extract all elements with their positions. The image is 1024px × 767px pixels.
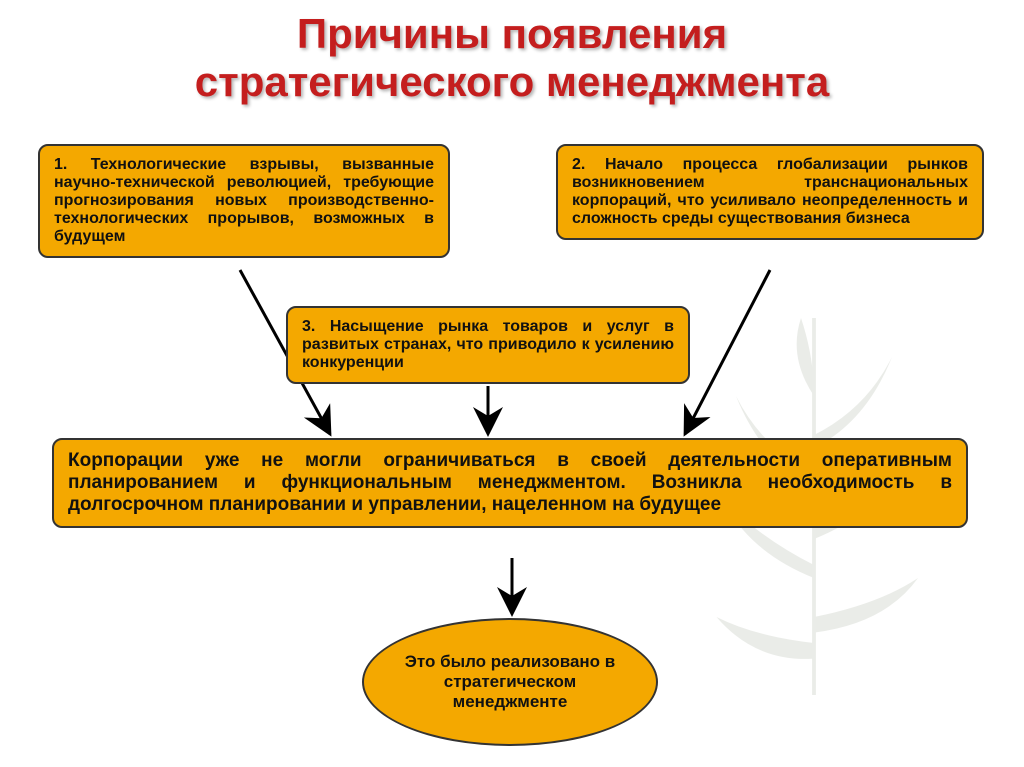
conclusion-text: Это было реализовано в стратегическом ме… [394, 652, 626, 712]
page-title: Причины появления стратегического менедж… [0, 10, 1024, 107]
reason-2-text: 2. Начало процесса глобализации рынков в… [572, 156, 968, 227]
title-line-2: стратегического менеджмента [0, 58, 1024, 106]
consequence-text: Корпорации уже не могли ограничиваться в… [68, 450, 952, 515]
reason-3-text: 3. Насыщение рынка товаров и услуг в раз… [302, 318, 674, 371]
title-line-1: Причины появления [0, 10, 1024, 58]
reason-box-2: 2. Начало процесса глобализации рынков в… [556, 144, 984, 240]
reason-box-1: 1. Технологические взрывы, вызванные нау… [38, 144, 450, 258]
conclusion-ellipse: Это было реализовано в стратегическом ме… [362, 618, 658, 746]
consequence-box: Корпорации уже не могли ограничиваться в… [52, 438, 968, 528]
reason-1-text: 1. Технологические взрывы, вызванные нау… [54, 156, 434, 245]
reason-box-3: 3. Насыщение рынка товаров и услуг в раз… [286, 306, 690, 384]
